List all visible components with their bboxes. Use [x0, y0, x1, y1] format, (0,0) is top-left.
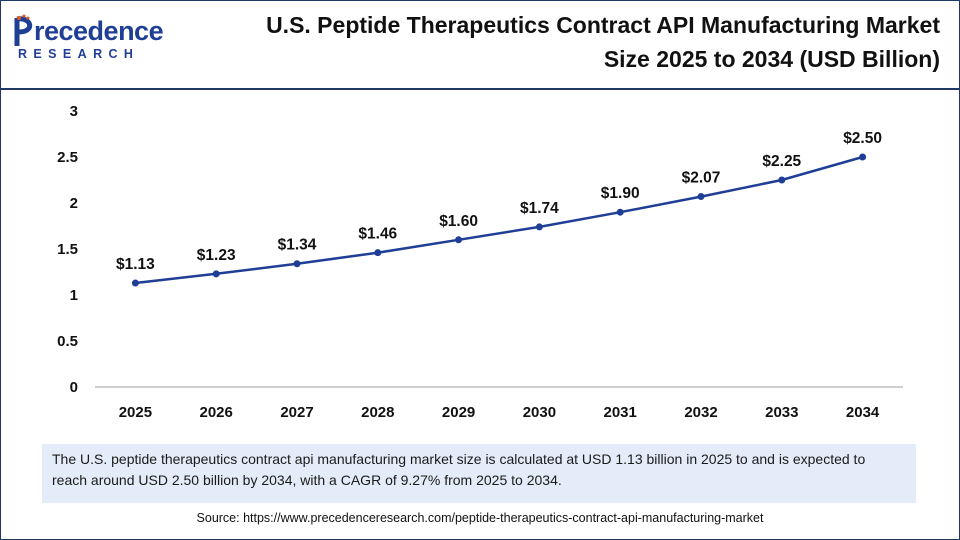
- data-point: [131, 279, 139, 287]
- y-tick-label: 1: [70, 287, 78, 304]
- logo-wordmark: recedence: [34, 16, 164, 46]
- data-point: [535, 223, 543, 231]
- x-tick-label: 2030: [523, 404, 556, 421]
- data-label: $2.25: [762, 153, 801, 170]
- data-point: [374, 249, 382, 257]
- data-point: [455, 236, 463, 244]
- header: recedence RESEARCH U.S. Peptide Therapeu…: [0, 0, 960, 90]
- series-line: [135, 155, 863, 285]
- data-point: [697, 193, 705, 201]
- x-tick-label: 2031: [604, 404, 637, 421]
- data-label: $1.34: [278, 237, 317, 254]
- x-tick-label: 2028: [361, 404, 394, 421]
- x-tick-label: 2026: [200, 404, 233, 421]
- data-label: $2.50: [843, 130, 882, 147]
- data-label: $1.46: [358, 226, 397, 243]
- chart-title-line2: Size 2025 to 2034 (USD Billion): [603, 46, 940, 72]
- source-link[interactable]: Source: https://www.precedenceresearch.c…: [196, 511, 764, 525]
- y-tick-label: 1.5: [57, 241, 78, 258]
- data-point: [859, 153, 867, 161]
- data-label: $1.90: [601, 185, 640, 202]
- data-point: [778, 176, 786, 184]
- x-tick-label: 2027: [280, 404, 313, 421]
- data-label: $2.07: [682, 170, 721, 187]
- x-tick-label: 2025: [119, 404, 152, 421]
- data-label: $1.60: [439, 213, 478, 230]
- x-tick-label: 2029: [442, 404, 475, 421]
- description-box: The U.S. peptide therapeutics contract a…: [42, 444, 916, 503]
- data-point: [616, 208, 624, 216]
- y-axis: 0 0.5 1 1.5 2 2.5 3: [57, 103, 78, 396]
- x-tick-label: 2034: [846, 404, 880, 421]
- chart-title: U.S. Peptide Therapeutics Contract API M…: [180, 8, 940, 76]
- data-label: $1.74: [520, 200, 559, 217]
- logo-p-icon: [14, 14, 33, 46]
- data-point: [212, 270, 220, 278]
- description-text: The U.S. peptide therapeutics contract a…: [52, 451, 866, 488]
- precedence-research-logo: recedence RESEARCH: [14, 14, 164, 66]
- data-label: $1.23: [197, 247, 236, 264]
- data-labels: $1.13 $1.23 $1.34 $1.46 $1.60 $1.74 $1.90 $2.07…: [116, 130, 882, 273]
- data-points: [131, 153, 867, 287]
- y-tick-label: 2.5: [57, 149, 78, 166]
- y-tick-label: 0.5: [57, 333, 78, 350]
- logo-subtitle: RESEARCH: [18, 47, 140, 61]
- line-chart: 00.511.522.53 2025 2026 2027 2028 2029 2030 20…: [57, 103, 903, 421]
- x-axis: 2025 2026 2027 2028 2029 2030 2031 2032 2033 2034: [119, 404, 880, 421]
- data-label: $1.13: [116, 256, 155, 273]
- y-tick-label: 3: [70, 103, 78, 120]
- data-point: [293, 260, 301, 268]
- y-tick-label: 0: [70, 379, 78, 396]
- chart-title-line1: U.S. Peptide Therapeutics Contract API M…: [266, 12, 940, 38]
- x-tick-label: 2033: [765, 404, 798, 421]
- x-tick-label: 2032: [684, 404, 717, 421]
- y-tick-label: 2: [70, 195, 78, 212]
